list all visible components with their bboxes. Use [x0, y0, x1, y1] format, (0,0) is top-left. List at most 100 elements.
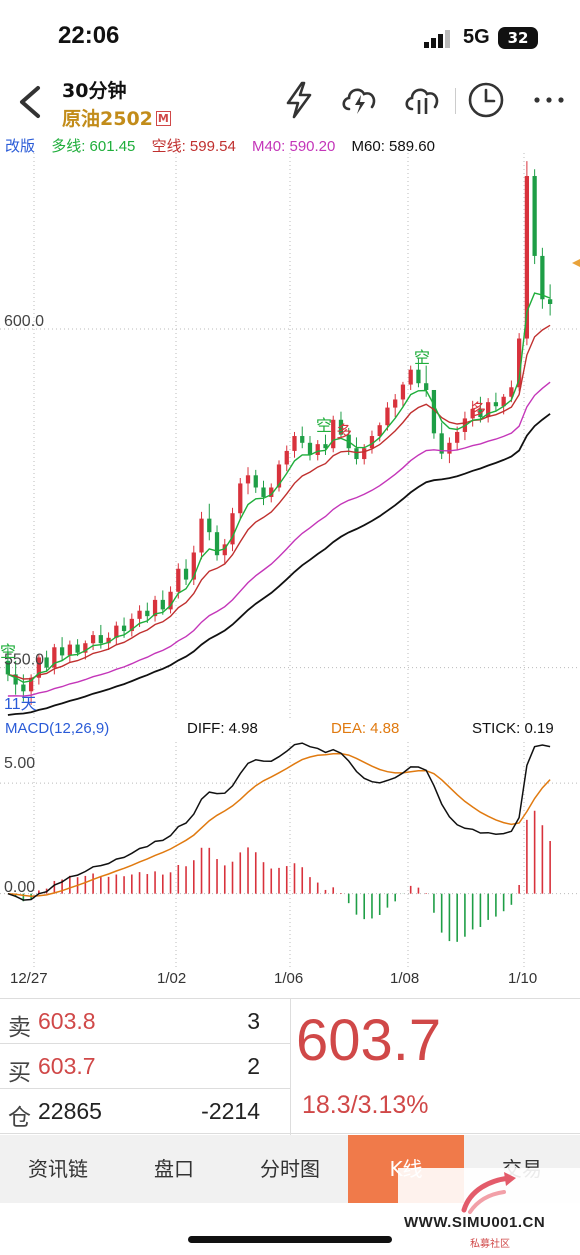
candle-body	[214, 532, 220, 556]
signal-icon	[424, 30, 450, 48]
tab-orderbook[interactable]: 盘口	[154, 1157, 194, 1181]
current-price-marker	[572, 259, 580, 267]
candle-body	[362, 448, 367, 460]
candle-body	[183, 568, 189, 580]
clock-icon[interactable]	[465, 80, 507, 120]
candle-body	[547, 299, 553, 304]
candle-body	[168, 591, 173, 610]
bid-row[interactable]: 买 603.7 2	[0, 1044, 290, 1089]
candle-body	[455, 431, 460, 443]
macd-axis-top: 5.00	[4, 755, 35, 772]
macd-chart[interactable]: 5.00 0.00	[0, 742, 580, 967]
watermark-logo	[461, 1172, 516, 1214]
more-icon[interactable]	[528, 80, 570, 120]
candle-body	[447, 442, 452, 454]
market-badge: M	[155, 111, 171, 126]
open-interest-row: 仓 22865 -2214	[0, 1089, 290, 1134]
status-bar: 22:06 5G 32	[0, 0, 580, 70]
kline-ma-lines	[7, 292, 551, 716]
chart-period[interactable]: 30分钟	[62, 80, 127, 102]
candle-body	[238, 483, 243, 514]
last-price: 603.7	[296, 1008, 442, 1073]
signal-long-1: 多	[336, 422, 352, 441]
candle-body	[393, 399, 398, 408]
ma-m60-value: M60: 589.60	[351, 138, 435, 155]
candle-body	[129, 618, 134, 632]
bid-qty: 2	[247, 1053, 260, 1079]
status-time: 22:06	[58, 22, 120, 49]
candle-body	[137, 610, 142, 619]
lightning-icon[interactable]	[278, 80, 320, 120]
cloud-upload-icon[interactable]	[402, 80, 444, 120]
candle-body	[261, 487, 266, 497]
contract-name[interactable]: 原油2502 M	[62, 104, 171, 131]
candle-body	[52, 647, 57, 668]
cloud-download-icon[interactable]	[339, 80, 381, 120]
watermark-subtitle: 私募社区	[470, 1239, 510, 1250]
candle-body	[493, 402, 499, 407]
candle-body	[160, 599, 165, 610]
kline-candles	[5, 161, 553, 705]
ma-mode[interactable]: 改版	[5, 138, 36, 155]
candle-body	[315, 444, 320, 455]
candle-body	[44, 657, 49, 668]
ask-row[interactable]: 卖 603.8 3	[0, 999, 290, 1044]
kline-chart[interactable]: 600.0 550.0 11天 空 空 空 多 多	[0, 153, 580, 718]
candle-body	[207, 518, 212, 533]
date-label: 12/27	[10, 970, 48, 987]
candle-body	[276, 464, 282, 488]
candle-body	[470, 408, 475, 419]
back-icon[interactable]	[12, 82, 48, 122]
price-axis-lower: 550.0	[4, 652, 44, 669]
candle-body	[121, 625, 127, 632]
candle-body	[106, 637, 111, 644]
candle-body	[5, 660, 11, 675]
tab-news[interactable]: 资讯链	[28, 1157, 88, 1181]
tab-intraday[interactable]: 分时图	[260, 1157, 320, 1181]
candle-body	[300, 436, 305, 443]
macd-axis-zero: 0.00	[4, 879, 35, 896]
candle-body	[400, 384, 406, 400]
macd-grid	[0, 742, 580, 967]
candle-body	[199, 518, 204, 553]
macd-diff-line	[7, 742, 551, 901]
candle-body	[230, 513, 235, 545]
candle-body	[439, 433, 444, 454]
candle-body	[67, 644, 72, 656]
bid-label: 买	[8, 1059, 31, 1085]
candle-body	[486, 402, 491, 418]
date-label: 1/10	[508, 970, 538, 987]
ask-label: 卖	[8, 1014, 31, 1040]
macd-diff: DIFF: 4.98	[187, 720, 258, 737]
candle-body	[152, 599, 158, 617]
candle-body	[90, 635, 96, 644]
candle-body	[431, 389, 437, 434]
candle-body	[36, 657, 41, 678]
candle-body	[478, 408, 483, 418]
signal-short-2: 空	[316, 416, 332, 435]
candle-body	[369, 436, 375, 449]
macd-lines	[7, 742, 551, 901]
ma-legend: 改版 多线: 601.45 空线: 599.54 M40: 590.20 M60…	[5, 135, 447, 156]
candle-body	[377, 425, 382, 437]
candle-body	[323, 444, 328, 449]
signal-short-1: 空	[414, 348, 430, 367]
macd-title[interactable]: MACD(12,26,9)	[5, 720, 110, 737]
candle-body	[145, 610, 150, 617]
date-axis: 12/27 1/02 1/06 1/08 1/10	[0, 968, 580, 992]
candle-body	[114, 625, 119, 638]
battery-icon: 32	[498, 27, 538, 49]
watermark-url: WWW.SIMU001.CN	[404, 1214, 546, 1231]
watermark: WWW.SIMU001.CN 私募社区	[398, 1168, 580, 1255]
signal-short-3: 空	[0, 642, 16, 661]
candle-body	[307, 442, 313, 455]
quote-panel: 卖 603.8 3 买 603.7 2 仓 22865 -2214 603.7 …	[0, 998, 580, 1135]
candle-body	[338, 419, 344, 435]
candle-body	[416, 369, 421, 384]
candle-body	[98, 635, 103, 644]
candle-body	[222, 544, 227, 556]
candle-body	[21, 684, 26, 692]
candle-body	[540, 255, 545, 300]
date-label: 1/06	[274, 970, 304, 987]
price-axis-upper: 600.0	[4, 313, 44, 330]
